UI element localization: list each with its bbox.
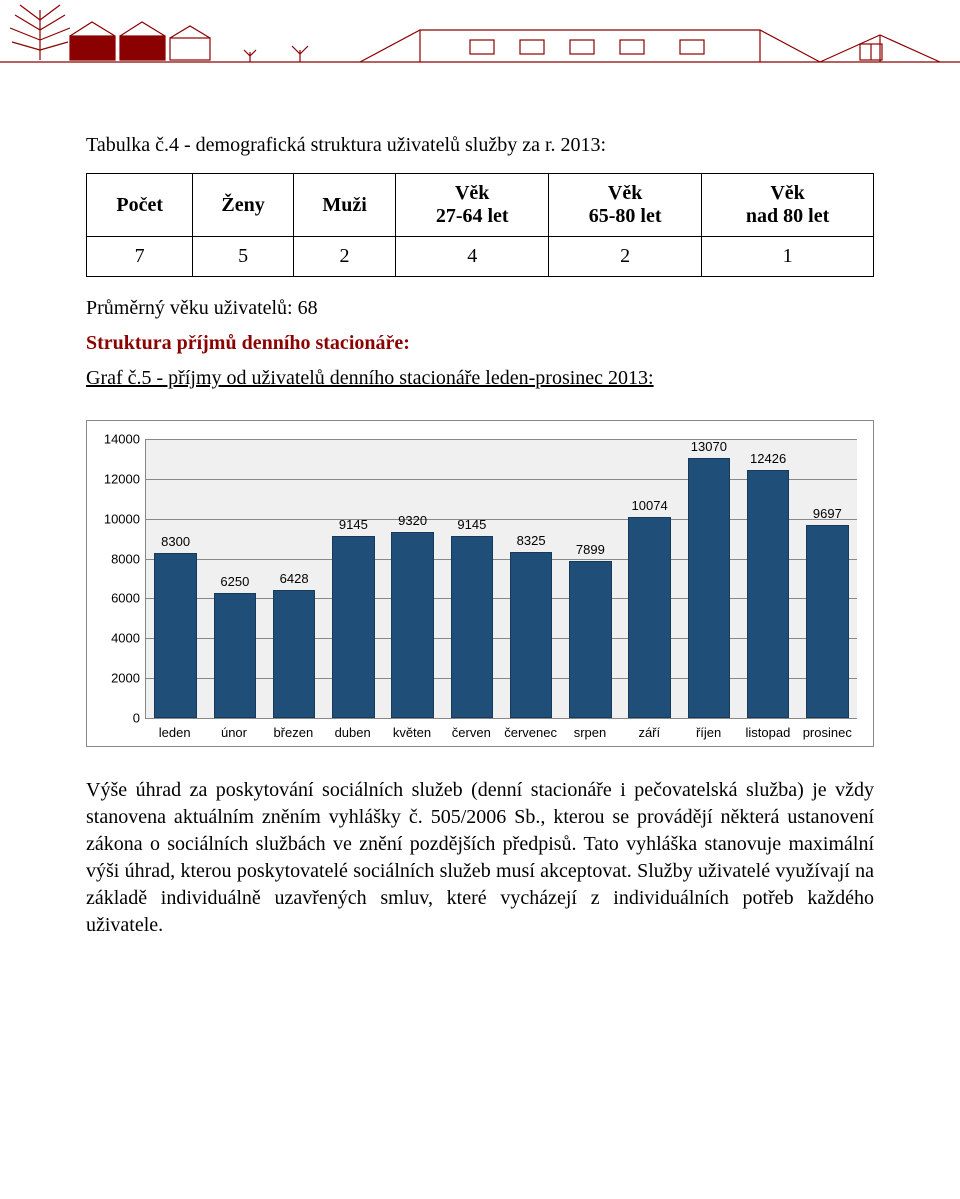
table-cell: 2	[549, 237, 702, 277]
chart-bar	[391, 532, 434, 718]
chart-xlabel: červenec	[501, 719, 560, 740]
chart-bar	[154, 553, 197, 718]
chart-xlabel: březen	[264, 719, 323, 740]
chart-bar	[688, 458, 731, 718]
chart-bar-slot: 7899	[561, 439, 620, 718]
table-cell: 2	[293, 237, 395, 277]
chart-bar-slot: 9697	[798, 439, 857, 718]
demographics-table: PočetŽenyMužiVěk27-64 letVěk65-80 letVěk…	[86, 173, 874, 277]
table-cell: 5	[193, 237, 293, 277]
chart-ytick: 8000	[111, 551, 146, 566]
chart-xlabel: říjen	[679, 719, 738, 740]
chart-ytick: 12000	[104, 471, 146, 486]
chart-bar-slot: 12426	[739, 439, 798, 718]
header-line-art	[0, 0, 960, 110]
chart-value-label: 8300	[161, 534, 190, 549]
table-cell: 7	[87, 237, 193, 277]
chart-caption: Graf č.5 - příjmy od uživatelů denního s…	[86, 367, 874, 390]
chart-bar	[569, 561, 612, 718]
table-header: Věk27-64 let	[396, 174, 549, 237]
chart-value-label: 13070	[691, 439, 727, 454]
chart-xlabel: červen	[442, 719, 501, 740]
chart-bar-slot: 9145	[442, 439, 501, 718]
chart-bar	[273, 590, 316, 718]
table-header: Ženy	[193, 174, 293, 237]
chart-bar	[628, 517, 671, 718]
chart-bar-slot: 10074	[620, 439, 679, 718]
chart-xlabel: prosinec	[798, 719, 857, 740]
chart-xlabel: květen	[382, 719, 441, 740]
table-caption: Tabulka č.4 - demografická struktura uži…	[86, 134, 874, 157]
chart-bar-slot: 9145	[324, 439, 383, 718]
chart-xlabel: listopad	[738, 719, 797, 740]
chart-xlabel: leden	[145, 719, 204, 740]
chart-value-label: 9320	[398, 513, 427, 528]
chart-value-label: 7899	[576, 542, 605, 557]
chart-ytick: 4000	[111, 631, 146, 646]
chart-ytick: 6000	[111, 591, 146, 606]
chart-value-label: 12426	[750, 451, 786, 466]
chart-bar-slot: 8325	[502, 439, 561, 718]
income-structure-heading: Struktura příjmů denního stacionáře:	[86, 332, 874, 355]
chart-ytick: 14000	[104, 432, 146, 447]
chart-bar	[510, 552, 553, 718]
chart-xlabel: únor	[204, 719, 263, 740]
table-header: Počet	[87, 174, 193, 237]
chart-ytick: 0	[133, 711, 146, 726]
chart-xlabel: srpen	[560, 719, 619, 740]
chart-bar-slot: 9320	[383, 439, 442, 718]
avg-age-line: Průměrný věku uživatelů: 68	[86, 297, 874, 320]
chart-bar	[332, 536, 375, 718]
chart-xlabel: září	[620, 719, 679, 740]
chart-value-label: 9697	[813, 506, 842, 521]
table-header: Věknad 80 let	[702, 174, 874, 237]
table-cell: 1	[702, 237, 874, 277]
chart-value-label: 9145	[457, 517, 486, 532]
chart-bar-slot: 8300	[146, 439, 205, 718]
body-paragraph: Výše úhrad za poskytování sociálních slu…	[86, 777, 874, 939]
chart-xlabel: duben	[323, 719, 382, 740]
chart-value-label: 8325	[517, 533, 546, 548]
chart-bar-slot: 13070	[679, 439, 738, 718]
page-content: Tabulka č.4 - demografická struktura uži…	[0, 110, 960, 979]
chart-bar	[747, 470, 790, 718]
chart-ytick: 2000	[111, 671, 146, 686]
table-header: Muži	[293, 174, 395, 237]
chart-bar-slot: 6250	[205, 439, 264, 718]
table-cell: 4	[396, 237, 549, 277]
table-header: Věk65-80 let	[549, 174, 702, 237]
chart-bar	[451, 536, 494, 718]
chart-value-label: 6250	[220, 574, 249, 589]
chart-bar	[214, 593, 257, 718]
chart-bar	[806, 525, 849, 718]
income-bar-chart: 0 2000 4000 6000 8000 10000 12000 14000 8300 6250…	[86, 420, 874, 747]
chart-value-label: 6428	[280, 571, 309, 586]
chart-bar-slot: 6428	[265, 439, 324, 718]
chart-value-label: 10074	[632, 498, 668, 513]
chart-ytick: 10000	[104, 511, 146, 526]
chart-value-label: 9145	[339, 517, 368, 532]
